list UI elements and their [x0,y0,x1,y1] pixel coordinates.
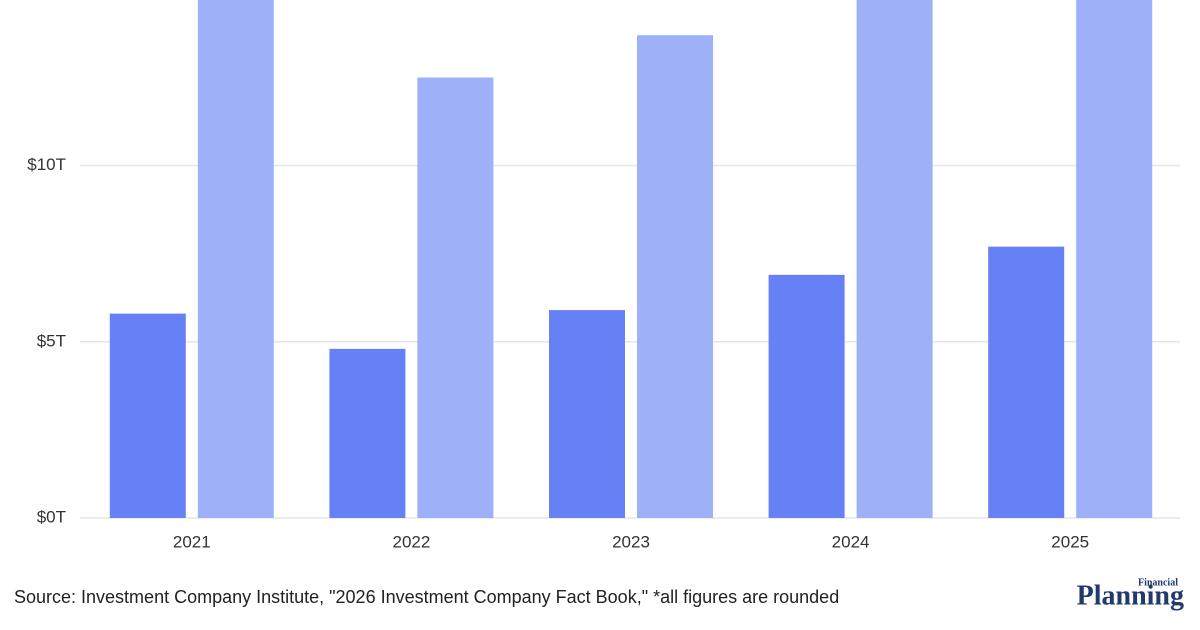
x-tick-label: 2024 [832,532,870,551]
bars [109,0,1153,519]
x-tick-label: 2021 [173,532,211,551]
bar [197,0,274,518]
bar [637,35,713,518]
logo: Planning [1077,580,1184,611]
x-tick-label: 2022 [392,532,430,551]
y-tick-label: $0T [37,507,66,526]
logo-small: Financial [1138,577,1178,588]
bar [988,246,1065,518]
bar [856,0,933,518]
x-tick-label: 2023 [612,532,650,551]
bar [768,274,845,518]
bar [417,77,494,519]
source-note: Source: Investment Company Institute, "2… [14,587,839,607]
labels: $0T $5T $10T 2021 2022 2023 2024 2025 [27,155,1089,551]
bar [549,310,625,518]
bar [1076,0,1153,518]
x-tick-label: 2025 [1051,532,1089,551]
bar [329,348,406,518]
y-tick-label: $10T [27,155,66,174]
y-tick-label: $5T [37,331,66,350]
bar [109,313,186,518]
